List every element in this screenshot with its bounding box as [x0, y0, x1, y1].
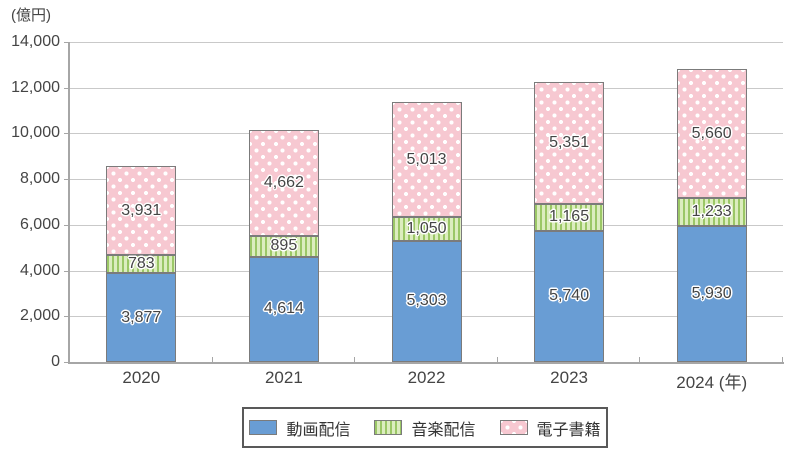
- segment-ebooks-2024: 5,660: [676, 68, 747, 199]
- y-tick-label-10000: 10,000: [11, 124, 60, 142]
- y-tick-label-8000: 8,000: [19, 170, 60, 188]
- segment-value-label: 3,877: [121, 308, 162, 326]
- y-axis-tick: [64, 224, 69, 226]
- segment-video-streaming-2024: 5,930: [676, 226, 747, 362]
- segment-value-label: 5,660: [691, 124, 732, 142]
- bar-2024: 5,660 1,233 5,930: [676, 68, 747, 362]
- segment-value-label: 3,931: [121, 201, 162, 219]
- x-tick-label-2022: 2022: [407, 368, 446, 387]
- segment-video-streaming-2023: 5,740: [534, 230, 605, 362]
- y-axis-tick: [64, 87, 69, 89]
- x-tick-label-2023: 2023: [550, 368, 589, 387]
- bar-2021: 4,662 895 4,614: [248, 129, 319, 362]
- segment-music-streaming-2024: 1,233: [676, 198, 747, 227]
- x-tick-label-2020: 2020: [122, 368, 161, 387]
- y-axis-tick: [64, 316, 69, 318]
- bar-2023: 5,351 1,165 5,740: [534, 81, 605, 362]
- plot-area: 3,931 783 3,877 4,662 895 4,614 5,013 1,050 5,30…: [70, 42, 783, 362]
- y-tick-label-12000: 12,000: [11, 78, 60, 96]
- x-axis-tick: [639, 357, 641, 362]
- segment-value-label: 4,614: [263, 300, 304, 318]
- legend-item-ebooks: 電子書籍: [499, 416, 601, 440]
- y-axis-tick: [64, 133, 69, 135]
- legend-swatch-ebooks: [499, 420, 528, 435]
- legend-swatch-music-streaming: [374, 420, 403, 435]
- y-axis-tick: [64, 362, 69, 363]
- segment-value-label: 1,165: [549, 208, 590, 226]
- y-tick-label-4000: 4,000: [19, 261, 60, 279]
- gridline-y-12000: [70, 87, 783, 89]
- x-axis-tick: [211, 357, 213, 362]
- legend-label-video-streaming: 動画配信: [286, 421, 351, 439]
- bar-2020: 3,931 783 3,877: [106, 165, 177, 362]
- segment-video-streaming-2021: 4,614: [248, 256, 319, 362]
- legend-item-music-streaming: 音楽配信: [374, 416, 476, 440]
- legend-item-video-streaming: 動画配信: [249, 416, 350, 440]
- segment-music-streaming-2021: 895: [248, 236, 319, 257]
- gridline-y-14000: [70, 42, 783, 43]
- segment-value-label: 4,662: [263, 173, 304, 191]
- y-axis-unit-label: (億円): [11, 7, 51, 24]
- y-tick-label-6000: 6,000: [19, 215, 60, 233]
- segment-ebooks-2021: 4,662: [248, 129, 319, 237]
- y-axis-tick: [64, 42, 69, 43]
- legend-label-ebooks: 電子書籍: [536, 421, 601, 439]
- segment-music-streaming-2020: 783: [106, 255, 177, 274]
- segment-value-label: 5,303: [406, 292, 447, 310]
- legend-label-music-streaming: 音楽配信: [411, 421, 476, 439]
- bar-2022: 5,013 1,050 5,303: [391, 102, 462, 362]
- segment-music-streaming-2022: 1,050: [391, 216, 462, 241]
- segment-value-label: 5,930: [691, 285, 732, 303]
- segment-value-label: 5,740: [549, 287, 590, 305]
- segment-value-label: 895: [270, 237, 298, 255]
- segment-video-streaming-2020: 3,877: [106, 273, 177, 362]
- segment-value-label: 1,233: [691, 203, 732, 221]
- segment-music-streaming-2023: 1,165: [534, 204, 605, 231]
- y-tick-label-2000: 2,000: [19, 307, 60, 325]
- y-axis-tick: [64, 179, 69, 181]
- x-axis-tick: [496, 357, 498, 362]
- y-tick-label-0: 0: [51, 353, 60, 370]
- x-axis-tick: [782, 357, 783, 362]
- segment-ebooks-2020: 3,931: [106, 165, 177, 256]
- segment-value-label: 1,050: [406, 219, 447, 237]
- x-axis-line: [68, 362, 784, 364]
- x-tick-label-2024: 2024 (年): [676, 373, 748, 392]
- segment-value-label: 5,351: [549, 134, 590, 152]
- x-axis-tick: [354, 357, 356, 362]
- x-tick-label-2021: 2021: [264, 368, 303, 387]
- y-tick-label-14000: 14,000: [11, 33, 60, 50]
- segment-value-label: 783: [127, 255, 155, 273]
- segment-ebooks-2022: 5,013: [391, 102, 462, 217]
- legend-swatch-video-streaming: [249, 420, 278, 435]
- segment-ebooks-2023: 5,351: [534, 81, 605, 205]
- segment-value-label: 5,013: [406, 150, 447, 168]
- y-axis-tick: [64, 270, 69, 272]
- segment-video-streaming-2022: 5,303: [391, 240, 462, 362]
- y-axis-line: [68, 42, 70, 364]
- legend: 動画配信 音楽配信 電子書籍: [242, 407, 608, 448]
